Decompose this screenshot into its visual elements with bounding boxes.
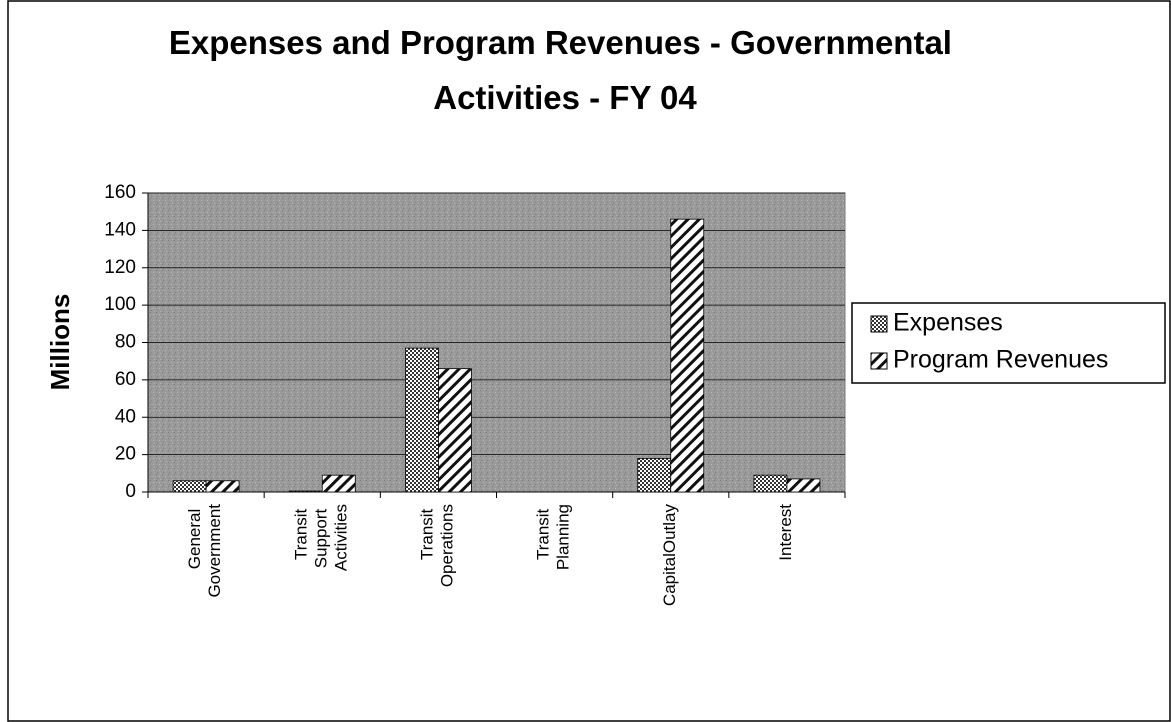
bar (288, 490, 323, 493)
x-tick-label: Transit Planning (534, 504, 573, 570)
x-tick-label: Transit Operations (418, 504, 457, 587)
y-tick-label: 20 (115, 444, 136, 465)
bar (670, 218, 705, 493)
y-axis-label: Millions (45, 294, 75, 391)
x-tick-label: General Government (186, 504, 225, 598)
legend-label: Program Revenues (893, 346, 1108, 374)
y-tick-label: 140 (104, 219, 136, 240)
y-tick-label: 40 (115, 406, 136, 427)
bar (438, 368, 472, 493)
x-tick-label: Transit Support Activities (292, 504, 351, 571)
x-tick-label: CapitalOutlay (660, 504, 679, 607)
chart-title: Expenses and Program Revenues - Governme… (169, 24, 961, 116)
bar (753, 474, 788, 493)
legend-label: Expenses (893, 309, 1003, 337)
legend-swatch (870, 315, 888, 333)
y-tick-label: 0 (125, 481, 136, 502)
y-tick-label: 60 (115, 369, 136, 390)
y-tick-label: 120 (104, 257, 136, 278)
legend-swatch (870, 352, 888, 370)
bar (205, 480, 240, 493)
legend (851, 302, 1166, 384)
y-tick-label: 100 (104, 294, 136, 315)
y-tick-label: 160 (104, 182, 136, 203)
bar (637, 457, 672, 493)
bar (786, 478, 821, 493)
y-tick-label: 80 (115, 332, 136, 353)
bar (405, 347, 439, 493)
x-tick-label: Interest (776, 504, 795, 561)
bar (321, 474, 356, 493)
bar (172, 480, 207, 493)
